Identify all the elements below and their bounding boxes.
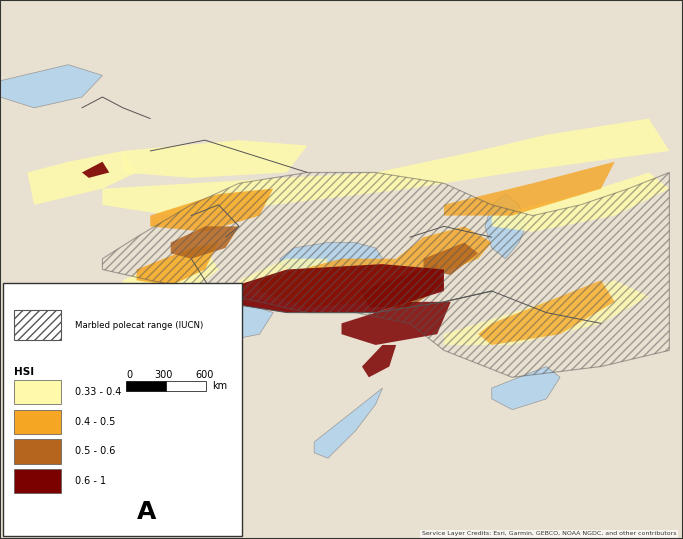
Text: Service Layer Credits: Esri, Garmin, GEBCO, NOAA NGDC, and other contributors: Service Layer Credits: Esri, Garmin, GEB… [421,531,676,536]
Polygon shape [150,189,273,232]
Polygon shape [362,345,396,377]
Polygon shape [0,65,102,108]
Polygon shape [362,264,444,307]
FancyBboxPatch shape [14,310,61,340]
Polygon shape [219,264,444,313]
Polygon shape [342,302,451,345]
Polygon shape [485,194,526,259]
Text: Marbled polecat range (IUCN): Marbled polecat range (IUCN) [75,321,204,329]
Text: 0.4 - 0.5: 0.4 - 0.5 [75,417,115,427]
Polygon shape [123,248,219,302]
Text: 0.6 - 1: 0.6 - 1 [75,476,107,486]
Text: km: km [212,381,227,391]
FancyBboxPatch shape [14,380,61,404]
Text: 300: 300 [155,370,173,380]
Text: 0: 0 [126,370,133,380]
Polygon shape [478,280,615,345]
Polygon shape [68,291,273,345]
Polygon shape [280,243,382,275]
Polygon shape [396,226,492,280]
FancyBboxPatch shape [126,381,166,391]
FancyBboxPatch shape [14,439,61,464]
Text: A: A [137,500,156,524]
Polygon shape [27,151,137,205]
Polygon shape [150,323,219,367]
Polygon shape [123,140,307,178]
Polygon shape [260,259,410,307]
Polygon shape [102,119,669,216]
Polygon shape [444,280,649,345]
Text: HSI: HSI [14,367,33,377]
Polygon shape [239,259,328,302]
FancyBboxPatch shape [3,283,242,536]
FancyBboxPatch shape [166,381,206,391]
Text: 600: 600 [196,370,214,380]
Polygon shape [82,162,109,178]
Polygon shape [492,367,560,410]
Polygon shape [423,243,478,275]
Polygon shape [492,172,669,232]
FancyBboxPatch shape [14,469,61,493]
Polygon shape [444,162,615,216]
Polygon shape [137,243,219,286]
Text: 0.33 - 0.4: 0.33 - 0.4 [75,387,122,397]
Polygon shape [314,388,382,458]
Polygon shape [171,226,239,259]
FancyBboxPatch shape [14,410,61,434]
Text: 0.5 - 0.6: 0.5 - 0.6 [75,446,115,457]
